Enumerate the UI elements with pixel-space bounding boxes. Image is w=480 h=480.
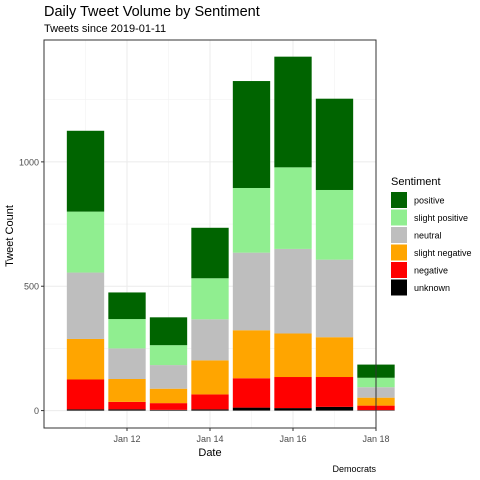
bar-unknown xyxy=(66,409,105,411)
legend-label-slight-positive: slight positive xyxy=(414,213,468,223)
bar-neutral xyxy=(66,272,105,339)
bar-positive xyxy=(149,317,188,346)
bar-slight-negative xyxy=(232,330,271,379)
bar-positive xyxy=(315,98,354,190)
y-axis-title: Tweet Count xyxy=(4,205,16,267)
bar-neutral xyxy=(315,259,354,338)
legend: Sentiment positive slight positive neutral… xyxy=(391,176,472,296)
bar-slight-negative xyxy=(191,360,229,395)
legend-title: Sentiment xyxy=(391,176,441,188)
chart-title: Daily Tweet Volume by Sentiment xyxy=(44,4,260,20)
chart-subtitle: Tweets since 2019-01-11 xyxy=(44,23,166,35)
bar-neutral xyxy=(108,348,146,379)
bar-positive xyxy=(191,227,229,279)
legend-key-slight-negative xyxy=(391,244,407,261)
x-tick-label: Jan 14 xyxy=(196,434,223,444)
bar-negative xyxy=(66,379,105,410)
bar-negative xyxy=(191,394,229,410)
bar-positive xyxy=(66,130,105,212)
y-axis: 0 500 1000 xyxy=(19,157,44,416)
bar-positive xyxy=(108,292,146,320)
bar-unknown xyxy=(274,408,312,411)
bar-neutral xyxy=(274,248,312,334)
bar-unknown xyxy=(315,406,354,411)
bar-positive xyxy=(232,81,271,188)
legend-label-unknown: unknown xyxy=(414,283,450,293)
y-tick-label: 0 xyxy=(34,406,39,416)
legend-label-neutral: neutral xyxy=(414,231,442,241)
bar-negative xyxy=(274,377,312,409)
legend-label-slight-negative: slight negative xyxy=(414,248,472,258)
bars xyxy=(66,56,395,411)
legend-key-unknown xyxy=(391,279,407,296)
bar-slight-negative xyxy=(149,388,188,404)
chart-caption: Democrats xyxy=(332,464,376,474)
y-tick-label: 1000 xyxy=(19,157,39,167)
bar-neutral xyxy=(191,319,229,361)
bar-slight-positive xyxy=(108,319,146,349)
bar-negative xyxy=(108,401,146,410)
x-axis: Jan 12 Jan 14 Jan 16 Jan 18 xyxy=(113,428,390,444)
bar-neutral xyxy=(149,365,188,389)
bar-unknown xyxy=(191,409,229,411)
bar-slight-negative xyxy=(274,333,312,378)
y-tick-label: 500 xyxy=(24,282,39,292)
legend-key-positive xyxy=(391,192,407,208)
bar-negative xyxy=(232,378,271,408)
legend-key-negative xyxy=(391,262,407,278)
legend-label-negative: negative xyxy=(414,266,448,276)
bar-unknown xyxy=(232,407,271,411)
bar-slight-positive xyxy=(232,187,271,253)
bar-positive xyxy=(274,56,312,168)
bar-slight-positive xyxy=(66,211,105,273)
bar-slight-negative xyxy=(66,338,105,380)
bar-slight-negative xyxy=(108,379,146,402)
bar-slight-positive xyxy=(191,278,229,320)
bar-negative xyxy=(315,377,354,407)
legend-label-positive: positive xyxy=(414,196,445,206)
bar-slight-positive xyxy=(274,167,312,249)
x-tick-label: Jan 12 xyxy=(113,434,140,444)
bar-slight-negative xyxy=(315,337,354,378)
bar-unknown xyxy=(108,409,146,411)
bar-unknown xyxy=(149,409,188,411)
bar-negative xyxy=(149,403,188,410)
x-tick-label: Jan 18 xyxy=(362,434,389,444)
bar-slight-positive xyxy=(149,345,188,366)
legend-key-neutral xyxy=(391,227,407,243)
x-tick-label: Jan 16 xyxy=(279,434,306,444)
bar-neutral xyxy=(232,252,271,331)
x-axis-title: Date xyxy=(198,447,221,459)
bar-slight-positive xyxy=(315,189,354,260)
legend-key-slight-positive xyxy=(391,209,407,226)
